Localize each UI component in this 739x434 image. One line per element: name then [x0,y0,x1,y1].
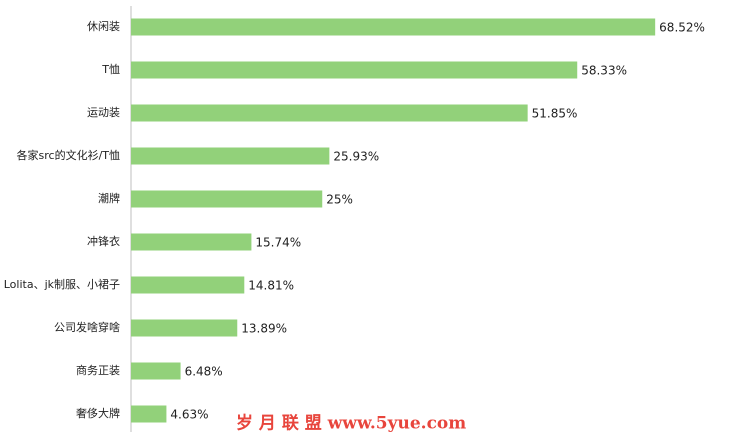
value-label: 68.52% [659,21,705,35]
bar [131,319,238,337]
category-label: Lolita、jk制服、小裙子 [4,278,120,291]
category-label: 冲锋衣 [87,234,120,248]
category-label: 潮牌 [98,191,120,205]
category-label: 商务正装 [76,363,120,377]
bar [131,233,252,251]
category-label: 休闲装 [87,19,120,33]
value-label: 14.81% [248,279,294,293]
bar [131,190,323,208]
value-label: 15.74% [255,236,301,250]
bar [131,362,181,380]
bar [131,61,578,79]
value-label: 25.93% [333,150,379,164]
category-label: 公司发啥穿啥 [54,320,120,334]
watermark: 岁 月 联 盟 www.5yue.com [236,413,466,434]
category-label: 奢侈大牌 [76,406,120,420]
bar [131,18,656,36]
value-label: 58.33% [581,64,627,78]
category-label: 各家src的文化衫/T恤 [17,148,120,162]
value-label: 13.89% [241,322,287,336]
bar [131,276,245,294]
value-label: 25% [326,193,353,207]
value-label: 51.85% [532,107,578,121]
value-label: 4.63% [170,408,208,422]
value-label: 6.48% [185,365,223,379]
bar [131,405,167,423]
bar [131,104,528,122]
category-label: 运动装 [87,106,120,119]
bar [131,147,330,165]
category-label: T恤 [101,63,120,76]
